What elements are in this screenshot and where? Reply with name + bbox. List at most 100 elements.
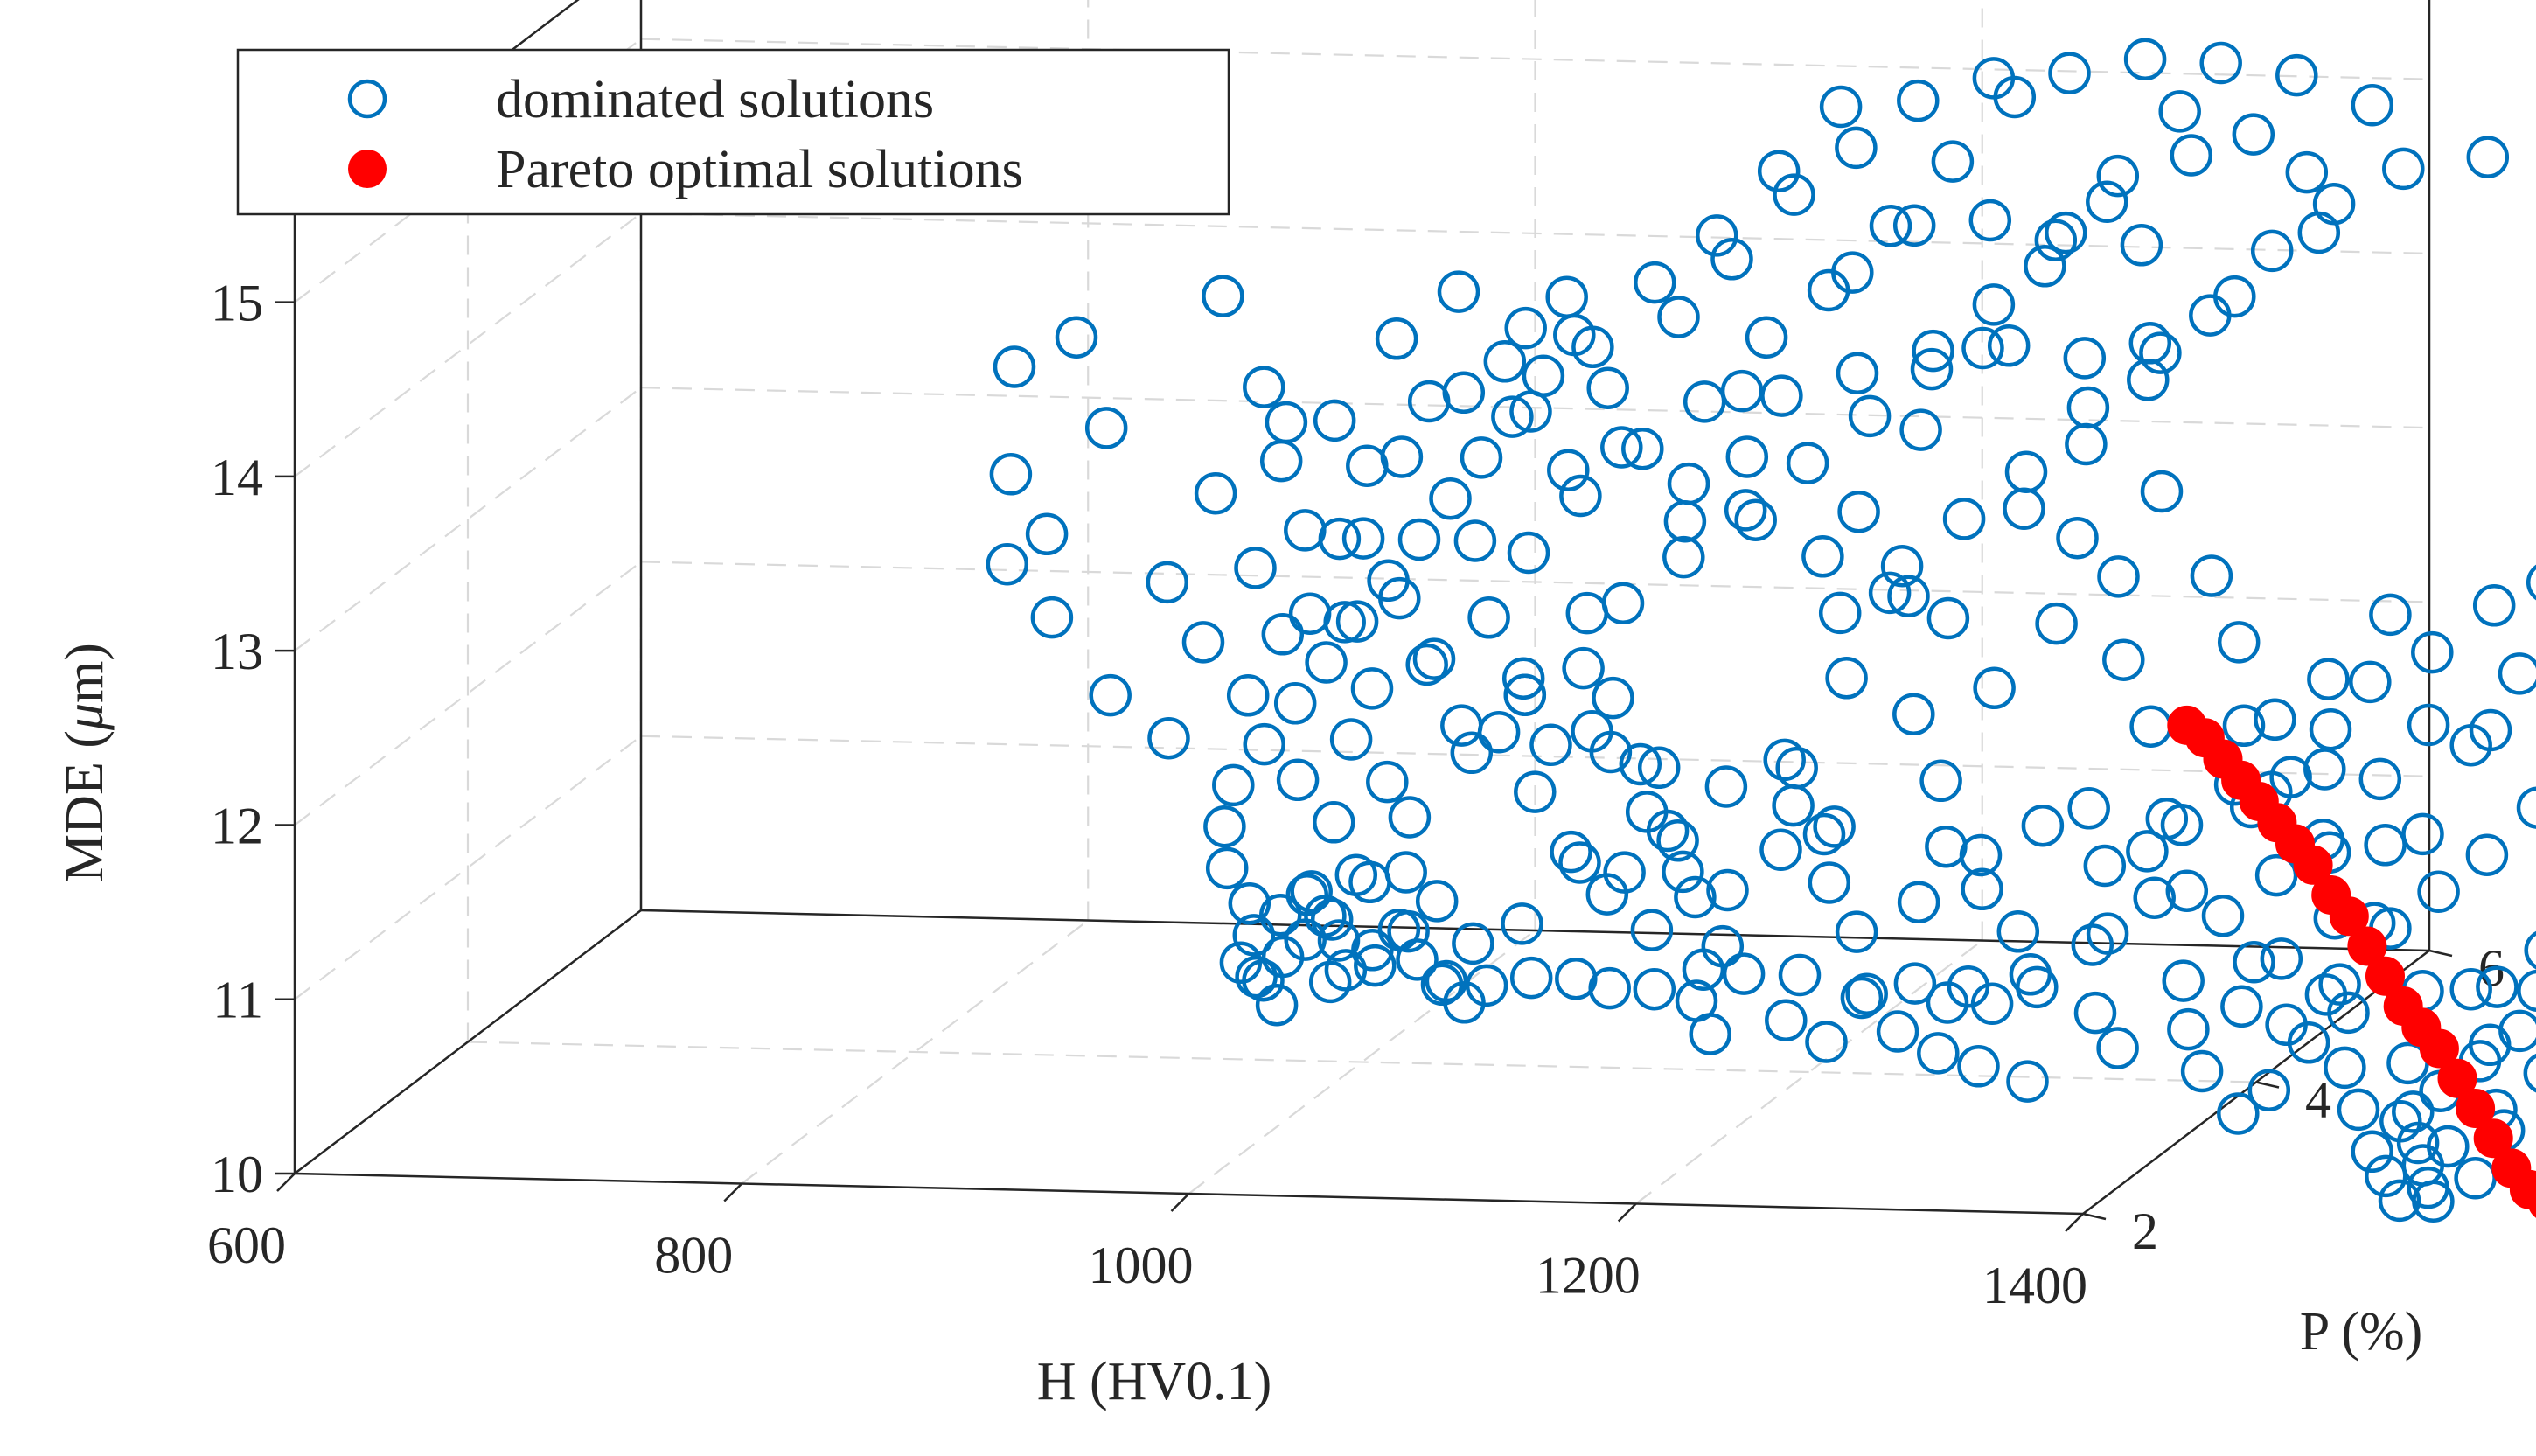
z-axis-label-mu: μ [55,703,115,731]
point-dominated [1335,600,1379,643]
point-dominated [1310,898,1354,941]
legend: dominated solutions Pareto optimal solut… [236,48,1230,216]
point-dominated [2327,991,2370,1035]
point-dominated [2201,895,2245,937]
point-dominated [1763,738,1806,782]
grid-line-floor-h [741,919,1089,1185]
point-dominated [1405,643,1448,686]
point-dominated [1323,601,1366,644]
point-dominated [2096,1027,2139,1069]
point-dominated [2120,224,2163,267]
point-dominated [1845,972,1888,1015]
point-dominated [1720,369,1764,413]
point-dominated [1288,592,1332,635]
point-dominated [1437,270,1480,313]
point-dominated [1147,716,1190,760]
point-dominated [1942,498,1986,540]
point-dominated [2523,1054,2536,1093]
point-dominated [2516,786,2536,829]
point-dominated [1276,758,1320,802]
point-dominated [1646,809,1690,853]
point-dominated [1324,949,1368,992]
point-dominated [1243,366,1285,408]
point-dominated [1818,591,1862,635]
grid-line-back-mde [640,561,2430,603]
point-dominated [1931,140,1975,183]
point-dominated [2102,638,2145,681]
point-dominated [2048,52,2091,94]
grid-line-back-mde [640,212,2430,255]
point-dominated [2129,705,2172,748]
grid-line-left-mde [294,387,642,652]
point-dominated [1202,275,1244,317]
point-dominated [1084,407,1128,449]
point-dominated [1243,722,1285,766]
point-dominated [1305,641,1348,684]
point-dominated [1507,531,1550,575]
point-dominated [2222,704,2266,748]
point-dominated [2351,1130,2393,1174]
point-dominated [1261,613,1305,656]
point-dominated [1181,621,1225,664]
point-dominated [1926,596,1970,640]
point-dominated [1588,966,1631,1010]
point-dominated [2297,211,2341,254]
point-dominated [2024,245,2066,288]
y-tick [2255,1081,2280,1089]
point-dominated [2269,756,2312,798]
point-dominated [2285,150,2329,194]
point-dominated [2083,844,2127,888]
point-dominated [1547,449,1590,492]
point-dominated [2417,870,2460,913]
point-pareto [2419,1028,2459,1069]
point-dominated [1384,851,1427,894]
point-dominated [1663,499,1707,543]
point-dominated [1674,875,1717,919]
point-dominated [2217,621,2261,664]
point-dominated [1545,275,1588,318]
point-dominated [1350,667,1394,710]
point-dominated [2254,853,2298,897]
point-dominated [2035,602,2078,645]
x-axis-label: H (HV0.1) [1037,1352,1272,1411]
point-dominated [1514,770,1557,813]
point-dominated [2382,147,2425,191]
point-dominated [2378,1179,2421,1223]
point-dominated [1868,571,1912,615]
grid-line-floor-h [1635,939,1983,1205]
point-dominated [2158,90,2201,133]
point-dominated [2045,211,2087,254]
point-pareto [2527,1186,2536,1218]
point-dominated [1491,395,1534,438]
point-dominated [1961,867,2003,911]
point-dominated [2250,229,2294,273]
point-dominated [2364,824,2407,867]
point-dominated [2260,937,2303,980]
point-dominated [1880,544,1924,588]
point-dominated [2365,1154,2407,1198]
grid-line-left-mde [294,561,642,826]
point-dominated [1696,214,1738,257]
point-dominated [1558,841,1601,884]
point-dominated [1961,326,2004,370]
grid-line-back-mde [640,387,2430,429]
point-dominated [1912,329,1954,373]
point-dominated [1959,833,2003,877]
point-dominated [2468,1023,2512,1067]
point-dominated [1892,204,1936,247]
point-dominated [1600,426,1643,469]
point-dominated [1501,657,1545,700]
point-dominated [2232,113,2275,156]
point-dominated [1892,693,1935,736]
point-dominated [2312,182,2356,226]
x-tick [1617,1202,1637,1223]
point-dominated [2189,294,2232,337]
point-dominated [1443,981,1486,1024]
point-dominated [1897,881,1940,923]
point-dominated [2454,1156,2497,1200]
point-dominated [1367,559,1410,603]
point-dominated [1917,1032,1960,1075]
point-dominated [1722,952,1766,995]
point-dominated [1947,965,1990,1008]
